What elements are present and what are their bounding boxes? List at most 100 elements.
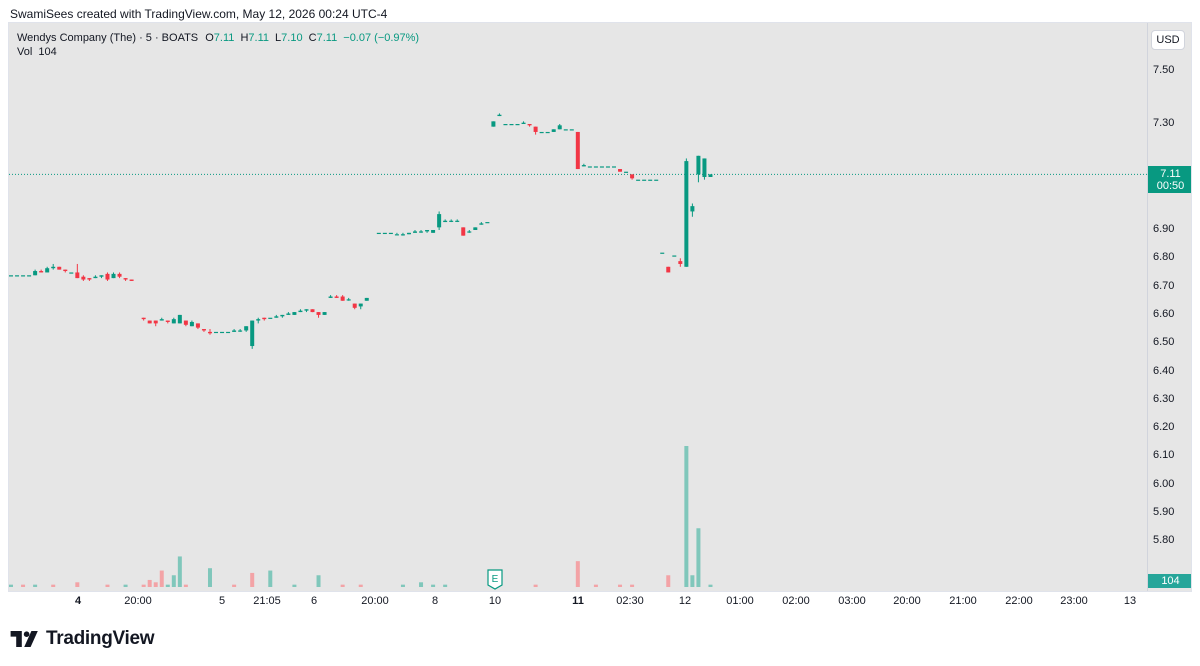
price-tick-label: 6.00	[1153, 477, 1175, 490]
price-axis[interactable]	[1147, 23, 1191, 591]
candle-body	[461, 227, 466, 236]
time-tick-label: 03:00	[838, 595, 866, 607]
chart-container[interactable]: E Wendys Company (The) · 5 · BOATS O7.11…	[8, 22, 1192, 592]
candlestick-chart[interactable]: E	[9, 23, 1147, 591]
candle-body	[75, 272, 80, 279]
time-tick-label: 12	[678, 595, 692, 607]
candle-body	[45, 268, 50, 273]
volume-bar	[292, 584, 297, 587]
candle-body	[569, 129, 574, 131]
open-value: 7.11	[213, 32, 235, 44]
volume-bar	[105, 584, 110, 587]
volume-bar	[690, 575, 695, 587]
candle-body	[207, 331, 212, 334]
candle-body	[443, 220, 448, 223]
candle-body	[636, 179, 641, 181]
candle-body	[262, 317, 267, 320]
candle-body	[515, 124, 520, 126]
candle-body	[666, 266, 671, 273]
price-tick-label: 6.10	[1153, 449, 1175, 462]
volume-bar	[33, 584, 38, 587]
candle-body	[491, 121, 496, 127]
volume-value: 104	[38, 46, 57, 58]
time-tick-label: 23:00	[1060, 595, 1088, 607]
volume-bar	[250, 572, 255, 587]
currency-button[interactable]: USD	[1151, 30, 1185, 50]
price-tick-label: 7.50	[1153, 64, 1175, 76]
time-tick-label: 5	[218, 595, 226, 607]
volume-bar	[575, 561, 580, 587]
volume-bar	[533, 584, 538, 587]
candle-body	[232, 330, 237, 332]
open-label: O	[205, 32, 214, 44]
candle-body	[497, 114, 502, 117]
candle-body	[509, 124, 514, 126]
candle-body	[557, 125, 562, 130]
volume-bar	[232, 584, 237, 587]
candle-body	[605, 166, 610, 168]
volume-bar	[159, 570, 164, 587]
volume-bar	[51, 584, 56, 587]
candle-body	[153, 320, 158, 324]
time-tick-label: 6	[310, 595, 318, 607]
volume-bar	[21, 584, 26, 587]
candle-body	[250, 320, 255, 347]
time-tick-label: 02:30	[616, 595, 644, 607]
time-axis[interactable]: 4 20:00 5 21:05 6 20:00 8 10 11 02:30 12 01:00 02:00…	[8, 592, 1146, 612]
candle-body	[473, 227, 478, 230]
time-tick-label: 21:00	[949, 595, 977, 607]
symbol-name[interactable]: Wendys Company (The) · 5 · BOATS	[17, 32, 199, 44]
candle-body	[437, 214, 442, 228]
volume-bar	[630, 584, 635, 587]
volume-label[interactable]: Vol	[17, 46, 33, 58]
tradingview-logo[interactable]: TradingView	[10, 628, 155, 650]
price-tick-label: 6.50	[1153, 336, 1175, 349]
volume-bar	[171, 575, 176, 587]
time-tick-label: 01:00	[726, 595, 754, 607]
time-tick-label: 21:05	[253, 595, 281, 607]
candle-body	[388, 232, 393, 235]
candle-body	[503, 124, 508, 126]
low-value: 7.10	[281, 32, 303, 44]
time-tick-label: 02:00	[782, 595, 810, 607]
price-tick-label: 5.80	[1153, 534, 1175, 547]
price-tick-label: 6.90	[1153, 223, 1175, 235]
candle-body	[575, 131, 580, 170]
price-tick-label: 6.70	[1153, 279, 1175, 292]
earnings-marker[interactable]: E	[487, 569, 503, 590]
candle-body	[364, 297, 369, 301]
candle-body	[449, 220, 454, 222]
last-price-tag: 7.11 00:50	[1148, 166, 1191, 193]
candle-body	[612, 166, 616, 168]
candle-body	[382, 232, 387, 235]
candle-body	[455, 220, 460, 222]
candle-body	[189, 321, 194, 327]
price-tick-label: 6.80	[1153, 251, 1175, 264]
price-pane[interactable]: E Wendys Company (The) · 5 · BOATS O7.11…	[9, 23, 1147, 591]
candle-body	[419, 231, 424, 233]
time-tick-label: 20:00	[124, 595, 152, 607]
volume-bar	[696, 528, 701, 587]
volume-legend: Vol 104	[17, 46, 57, 58]
volume-bar	[316, 575, 321, 587]
candle-body	[672, 255, 677, 257]
candle-body	[171, 319, 176, 324]
candle-body	[141, 317, 146, 320]
candle-body	[551, 129, 556, 132]
candle-body	[624, 171, 629, 173]
volume-bar	[431, 584, 436, 587]
candle-body	[123, 278, 128, 280]
candle-body	[587, 166, 592, 168]
high-value: 7.11	[248, 32, 269, 44]
tradingview-wordmark: TradingView	[46, 628, 155, 649]
candle-body	[467, 231, 472, 233]
candle-body	[654, 179, 659, 181]
candle-body	[63, 269, 68, 272]
candle-body	[304, 309, 309, 311]
candle-body	[328, 296, 333, 298]
time-tick-label: 20:00	[361, 595, 389, 607]
volume-bar	[183, 584, 188, 587]
candle-body	[117, 273, 122, 277]
candle-body	[292, 312, 297, 315]
candle-body	[618, 169, 623, 172]
